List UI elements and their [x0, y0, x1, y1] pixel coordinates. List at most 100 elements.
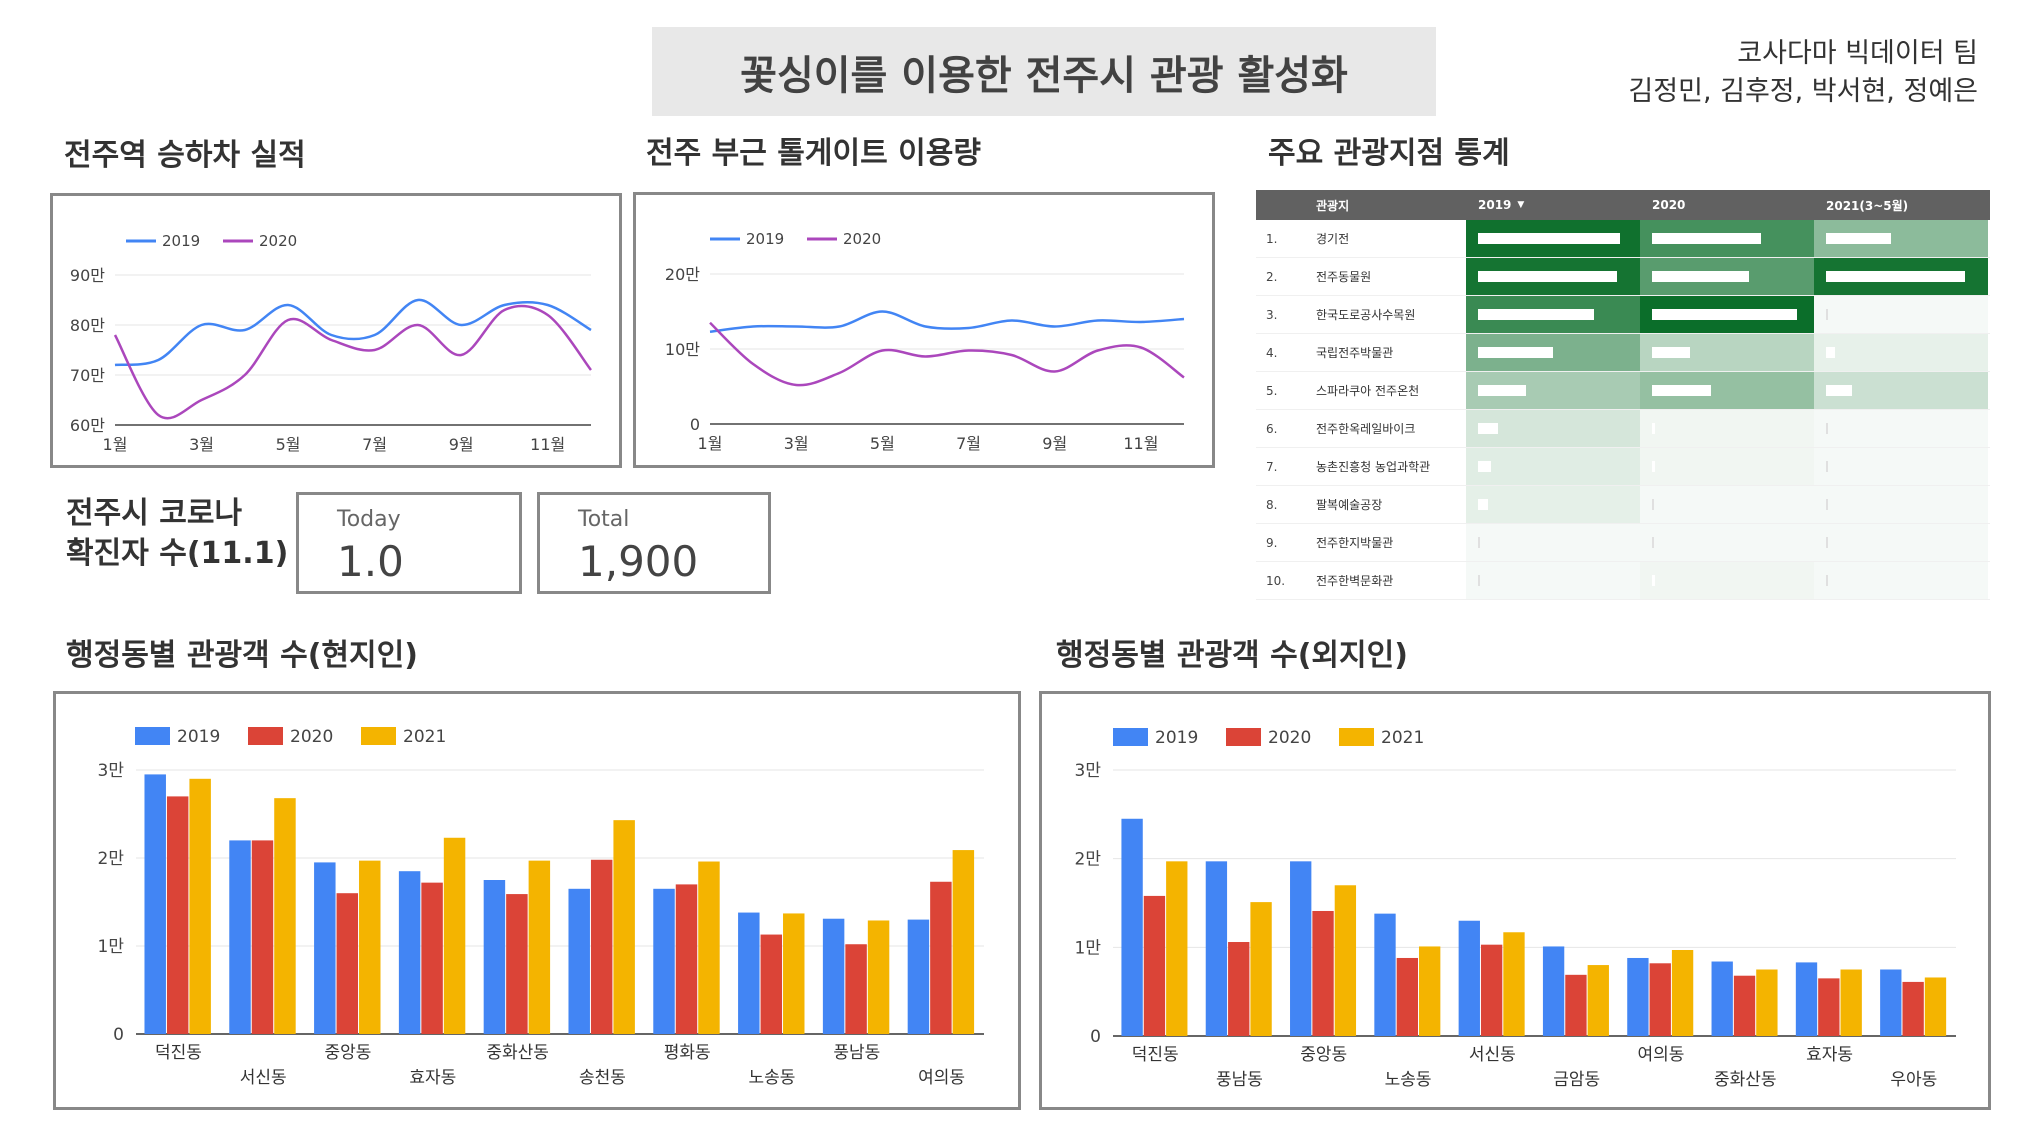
legend-label-2020: 2020: [1268, 728, 1311, 748]
row-rank: 6.: [1266, 421, 1278, 436]
station-chart-svg: 60만 70만 80만 90만 1월 3월 5월 7월 9월 11월 2019 2020: [70, 232, 592, 454]
x-tick-label: 11월: [1123, 434, 1158, 453]
heat-cell: [1640, 220, 1814, 257]
bar-2021-중앙동: [1334, 885, 1357, 1036]
heat-cell: [1466, 220, 1640, 257]
bar-2020-덕진동: [1143, 895, 1166, 1036]
row-rank: 4.: [1266, 345, 1278, 360]
bar-2019-풍남동: [822, 918, 845, 1034]
x-tick-label: 9월: [449, 435, 474, 454]
bar-2019-여의동: [907, 919, 930, 1034]
x-tick-label: 5월: [276, 435, 301, 454]
table-header-2019[interactable]: 2019 ▼: [1478, 198, 1525, 212]
heat-cell: [1814, 296, 1988, 333]
row-spot-name: 농촌진흥청 농업과학관: [1316, 460, 1431, 474]
row-rank: 8.: [1266, 497, 1278, 512]
tollgate-section-title: 전주 부근 톨게이트 이용량: [646, 136, 981, 171]
heat-bar: [1652, 461, 1655, 472]
table-row[interactable]: 1. 경기전: [1256, 220, 1990, 258]
heat-cell: [1466, 524, 1640, 561]
heat-cell: [1466, 296, 1640, 333]
table-row[interactable]: 8. 팔복예술공장: [1256, 486, 1990, 524]
tourist-spots-section-title: 주요 관광지점 통계: [1268, 136, 1510, 171]
heat-cell: [1466, 372, 1640, 409]
table-row[interactable]: 9. 전주한지박물관: [1256, 524, 1990, 562]
heat-bar: [1478, 347, 1554, 358]
table-row[interactable]: 3. 한국도로공사수목원: [1256, 296, 1990, 334]
legend-swatch-2021: [361, 727, 396, 745]
bar-2021-중화산동: [528, 860, 551, 1034]
x-tick-label: 7월: [362, 435, 387, 454]
bar-2021-평화동: [698, 861, 720, 1034]
bar-2020-덕진동: [166, 796, 189, 1034]
x-category-label: 우아동: [1890, 1070, 1937, 1090]
x-category-label: 풍남동: [1216, 1070, 1263, 1090]
bar-2020-평화동: [675, 884, 698, 1034]
table-header-2021[interactable]: 2021(3~5월): [1826, 198, 1909, 213]
y-tick-label: 20만: [665, 265, 700, 284]
row-rank: 10.: [1266, 573, 1286, 588]
heat-bar: [1826, 461, 1828, 472]
heat-bar: [1652, 233, 1761, 244]
table-row[interactable]: 7. 농촌진흥청 농업과학관: [1256, 448, 1990, 486]
bar-2019-덕진동: [1121, 818, 1143, 1036]
legend-label-2020: 2020: [259, 232, 297, 250]
bar-2020-중앙동: [1312, 910, 1334, 1036]
bar-2021-덕진동: [189, 778, 211, 1034]
bar-2019-중화산동: [483, 880, 506, 1034]
bar-2020-서신동: [1480, 944, 1503, 1036]
bar-2021-우아동: [1924, 977, 1947, 1036]
table-row[interactable]: 6. 전주한옥레일바이크: [1256, 410, 1990, 448]
covid-title-line1: 전주시 코로나: [66, 496, 243, 531]
table-header-spot[interactable]: 관광지: [1316, 198, 1350, 213]
heat-bar: [1652, 309, 1797, 320]
table-row[interactable]: 10. 전주한벽문화관: [1256, 562, 1990, 600]
row-rank: 1.: [1266, 231, 1278, 246]
table-row[interactable]: 4. 국립전주박물관: [1256, 334, 1990, 372]
x-tick-label: 9월: [1042, 434, 1067, 453]
x-tick-label: 3월: [784, 434, 809, 453]
heat-bar: [1652, 385, 1712, 396]
x-category-label: 풍남동: [833, 1043, 880, 1063]
x-category-label: 덕진동: [1132, 1045, 1179, 1065]
bar-2020-우아동: [1902, 981, 1924, 1036]
table-header-2020[interactable]: 2020: [1652, 198, 1686, 212]
heat-bar: [1826, 347, 1835, 358]
table-row[interactable]: 2. 전주동물원: [1256, 258, 1990, 296]
heat-cell: [1640, 486, 1814, 523]
heat-bar: [1652, 499, 1654, 510]
covid-title: 전주시 코로나 확진자 수(11.1): [66, 494, 288, 574]
bar-2019-송천동: [568, 888, 590, 1034]
tollgate-chart-svg: 0 10만 20만 1월 3월 5월 7월 9월 11월 2019 2020: [665, 230, 1185, 453]
heat-cell: [1466, 448, 1640, 485]
y-tick-label: 80만: [70, 316, 105, 335]
x-tick-label: 1월: [698, 434, 723, 453]
heat-cell: [1466, 258, 1640, 295]
legend-swatch-2020: [248, 727, 283, 745]
x-category-label: 서신동: [240, 1068, 287, 1088]
sort-down-icon: ▼: [1517, 200, 1525, 210]
series-line-2019: [709, 310, 1185, 333]
y-tick-label: 0: [690, 415, 700, 434]
team-name: 코사다마 빅데이터 팀: [1737, 38, 1978, 69]
table-row[interactable]: 5. 스파라쿠아 전주온천: [1256, 372, 1990, 410]
x-category-label: 평화동: [664, 1043, 711, 1063]
bar-2021-중화산동: [1756, 969, 1778, 1036]
heat-cell: [1640, 258, 1814, 295]
bar-2019-평화동: [653, 888, 675, 1034]
heat-bar: [1478, 499, 1489, 510]
bar-2020-중화산동: [506, 894, 528, 1034]
legend-label-2019: 2019: [1155, 728, 1198, 748]
bar-2019-중앙동: [314, 862, 336, 1034]
x-category-label: 중앙동: [1300, 1045, 1347, 1065]
bar-2019-노송동: [738, 912, 760, 1034]
legend-swatch-2020: [1226, 728, 1261, 746]
legend-label-2020: 2020: [843, 230, 881, 248]
bar-2021-풍남동: [867, 920, 890, 1034]
heat-bar: [1478, 461, 1492, 472]
bar-2019-효자동: [1795, 962, 1818, 1036]
heat-bar: [1826, 233, 1892, 244]
series-line-2020: [709, 321, 1185, 387]
